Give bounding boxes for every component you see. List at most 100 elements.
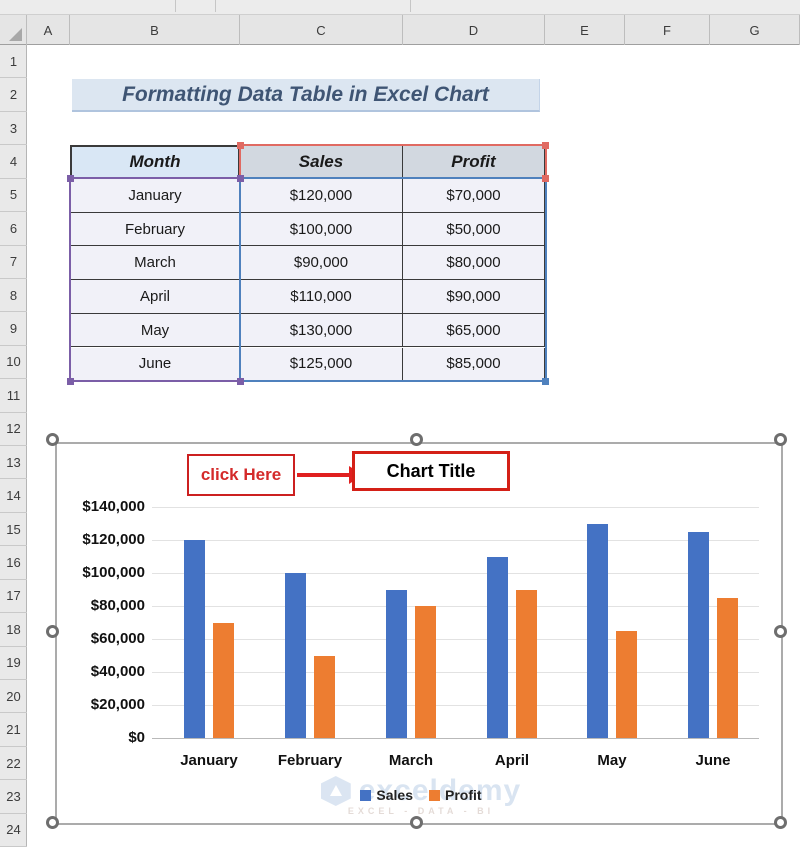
table-cell-sales[interactable]: $110,000 [240, 280, 403, 314]
bar-profit-june[interactable] [717, 597, 738, 738]
row-header-6[interactable]: 6 [0, 212, 27, 246]
chart-resize-handle[interactable] [774, 624, 787, 638]
x-axis-label-april[interactable]: April [494, 752, 530, 769]
gridline [152, 606, 759, 607]
row-header-14[interactable]: 14 [0, 479, 27, 513]
worksheet-title-cell[interactable]: Formatting Data Table in Excel Chart [72, 79, 540, 112]
y-axis-label[interactable]: $120,000 [82, 531, 145, 548]
chart-resize-handle[interactable] [774, 816, 787, 829]
table-cell-profit[interactable]: $90,000 [403, 280, 545, 314]
row-header-12[interactable]: 12 [0, 413, 27, 447]
table-cell-profit[interactable]: $80,000 [403, 246, 545, 281]
column-header-f[interactable]: F [625, 15, 710, 45]
row-header-11[interactable]: 11 [0, 379, 27, 413]
bar-profit-may[interactable] [616, 630, 637, 738]
column-header-e[interactable]: E [545, 15, 625, 45]
column-header-b[interactable]: B [70, 15, 240, 45]
chart-resize-handle[interactable] [410, 816, 423, 829]
bar-sales-january[interactable] [184, 540, 205, 738]
table-cell-profit[interactable]: $85,000 [403, 347, 545, 382]
table-header-month[interactable]: Month [70, 145, 240, 179]
row-header-10[interactable]: 10 [0, 346, 27, 380]
chart-resize-handle[interactable] [410, 433, 423, 446]
table-cell-month[interactable]: January [70, 179, 240, 213]
table-cell-profit[interactable]: $70,000 [403, 179, 545, 213]
chart-resize-handle[interactable] [46, 624, 59, 638]
bar-profit-march[interactable] [415, 606, 436, 738]
row-header-20[interactable]: 20 [0, 680, 27, 714]
row-header-15[interactable]: 15 [0, 513, 27, 547]
row-header-13[interactable]: 13 [0, 446, 27, 480]
x-axis-label-june[interactable]: June [695, 752, 731, 769]
x-axis-label-february[interactable]: February [277, 752, 343, 769]
row-header-8[interactable]: 8 [0, 279, 27, 313]
table-header-sales[interactable]: Sales [240, 145, 403, 179]
chart-title[interactable]: Chart Title [352, 451, 510, 491]
chart-area[interactable]: click Here Chart Title $140,000 $120,000 $… [55, 442, 783, 825]
bar-sales-march[interactable] [386, 589, 407, 738]
chart-legend[interactable]: Sales Profit [57, 787, 785, 803]
select-all-triangle-icon [9, 28, 22, 41]
selection-handle [542, 142, 549, 149]
column-header-a[interactable]: A [27, 15, 70, 45]
table-cell-month[interactable]: February [70, 212, 240, 247]
row-header-3[interactable]: 3 [0, 112, 27, 146]
row-header-23[interactable]: 23 [0, 780, 27, 814]
row-header-7[interactable]: 7 [0, 246, 27, 279]
row-header-4[interactable]: 4 [0, 145, 27, 179]
bar-profit-february[interactable] [314, 655, 335, 738]
row-header-18[interactable]: 18 [0, 613, 27, 647]
table-cell-month[interactable]: June [70, 347, 240, 382]
bar-sales-april[interactable] [487, 556, 508, 738]
row-header-24[interactable]: 24 [0, 814, 27, 847]
row-header-19[interactable]: 19 [0, 647, 27, 680]
table-cell-sales[interactable]: $130,000 [240, 313, 403, 348]
bar-profit-april[interactable] [516, 589, 537, 738]
y-axis-label[interactable]: $100,000 [82, 564, 145, 581]
chart-resize-handle[interactable] [46, 816, 59, 829]
legend-item-sales[interactable]: Sales [360, 787, 413, 803]
chart-resize-handle[interactable] [774, 433, 787, 446]
row-header-column: 1 2 3 4 5 6 7 8 9 10 11 12 13 14 15 16 17 18 19 20 21 22 23 24 [0, 45, 27, 847]
row-header-9[interactable]: 9 [0, 312, 27, 346]
bar-sales-june[interactable] [688, 531, 709, 738]
selection-handle [237, 378, 244, 385]
row-header-1[interactable]: 1 [0, 45, 27, 79]
table-cell-month[interactable]: March [70, 246, 240, 281]
bar-sales-february[interactable] [285, 573, 306, 738]
y-axis-label[interactable]: $140,000 [82, 498, 145, 515]
table-header-profit[interactable]: Profit [403, 145, 545, 179]
y-axis-label[interactable]: $40,000 [90, 663, 145, 680]
y-axis-label[interactable]: $80,000 [90, 597, 145, 614]
x-axis-label-january[interactable]: January [180, 752, 238, 769]
table-cell-month[interactable]: April [70, 280, 240, 314]
y-axis-label[interactable]: $20,000 [90, 696, 145, 713]
table-cell-profit[interactable]: $65,000 [403, 313, 545, 348]
y-axis-label[interactable]: $60,000 [90, 630, 145, 647]
row-header-22[interactable]: 22 [0, 747, 27, 781]
row-header-21[interactable]: 21 [0, 713, 27, 747]
legend-label: Profit [445, 787, 482, 803]
table-cell-sales[interactable]: $125,000 [240, 347, 403, 382]
row-header-16[interactable]: 16 [0, 546, 27, 580]
chart-resize-handle[interactable] [46, 433, 59, 446]
table-cell-sales[interactable]: $90,000 [240, 246, 403, 281]
column-header-d[interactable]: D [403, 15, 545, 45]
bar-profit-january[interactable] [213, 622, 234, 738]
column-header-g[interactable]: G [710, 15, 800, 45]
bar-sales-may[interactable] [587, 523, 608, 738]
top-partial-row [0, 0, 800, 15]
y-axis-label[interactable]: $0 [128, 729, 145, 746]
legend-item-profit[interactable]: Profit [429, 787, 482, 803]
x-axis-label-march[interactable]: March [388, 752, 434, 769]
x-axis-label-may[interactable]: May [597, 752, 627, 769]
table-cell-sales[interactable]: $120,000 [240, 179, 403, 213]
table-cell-month[interactable]: May [70, 313, 240, 348]
select-all-corner[interactable] [0, 15, 27, 45]
row-header-17[interactable]: 17 [0, 580, 27, 614]
row-header-5[interactable]: 5 [0, 179, 27, 213]
row-header-2[interactable]: 2 [0, 78, 27, 112]
column-header-c[interactable]: C [240, 15, 403, 45]
table-cell-profit[interactable]: $50,000 [403, 212, 545, 247]
table-cell-sales[interactable]: $100,000 [240, 212, 403, 247]
